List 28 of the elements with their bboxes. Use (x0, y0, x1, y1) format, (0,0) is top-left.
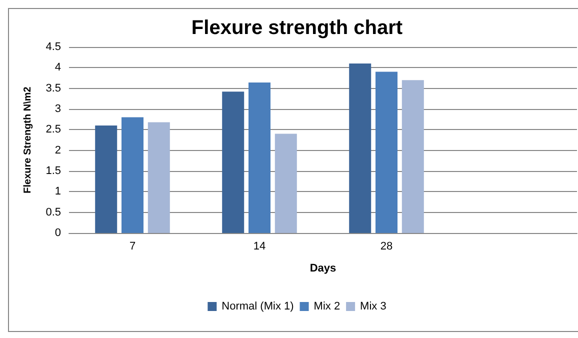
y-tick-label: 0.5 (46, 206, 61, 218)
y-tick-label: 1 (54, 186, 61, 198)
y-tick-label: 4.5 (46, 41, 61, 53)
bar (122, 117, 144, 233)
y-axis-title: Flexure Strength N\m2 (22, 86, 34, 194)
bar (376, 72, 398, 233)
bar (95, 126, 118, 233)
bar (148, 122, 170, 233)
bar (349, 64, 372, 233)
x-axis-title: Days (310, 262, 336, 274)
y-tick-label: 3 (54, 103, 61, 115)
x-tick-label: 14 (253, 240, 266, 252)
y-tick-label: 2.5 (46, 124, 61, 136)
bar (222, 92, 244, 233)
x-tick-label: 7 (129, 240, 136, 252)
bar (274, 134, 297, 233)
y-tick-label: 0 (54, 227, 61, 239)
bar (248, 82, 270, 233)
y-tick-label: 1.5 (46, 165, 61, 177)
y-tick-label: 2 (54, 144, 61, 156)
legend-label: Normal (Mix 1) (222, 300, 294, 312)
x-tick-label: 28 (380, 240, 393, 252)
legend-label: Mix 3 (360, 300, 386, 312)
bar (402, 80, 424, 233)
y-tick-label: 4 (54, 62, 61, 74)
y-tick-label: 3.5 (46, 82, 61, 94)
legend-label: Mix 2 (314, 300, 340, 312)
chart-title: Flexure strength chart (191, 17, 403, 39)
